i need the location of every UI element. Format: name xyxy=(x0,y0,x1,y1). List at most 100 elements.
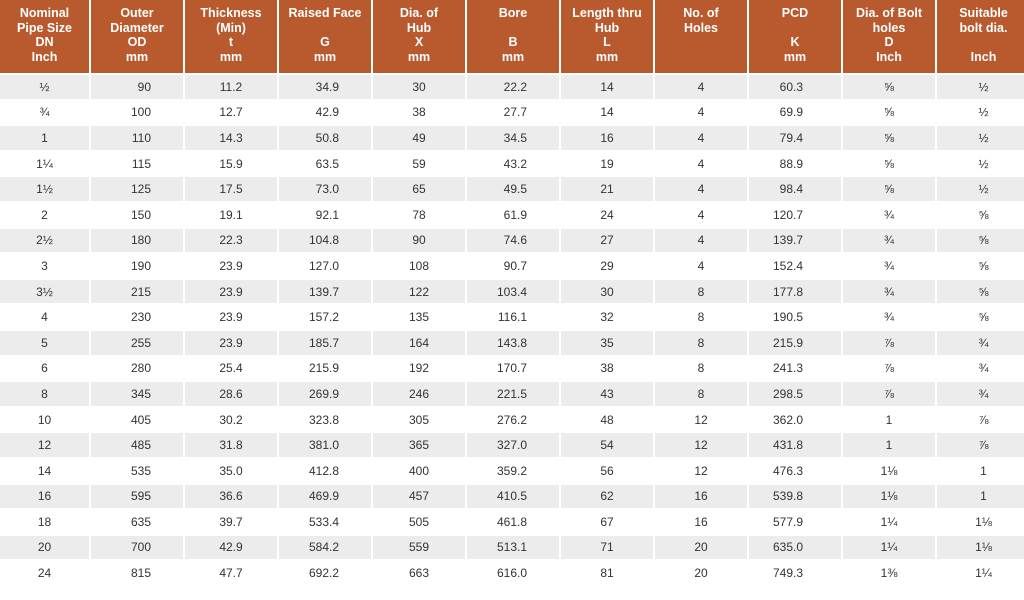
cell-thickness: 19.1 xyxy=(185,202,277,227)
cell-outer-diameter: 535 xyxy=(91,458,183,483)
cell-length-thru-hub: 56 xyxy=(561,458,653,483)
cell-nominal-pipe-size: 5 xyxy=(0,330,89,355)
cell-bore: 359.2 xyxy=(467,458,559,483)
cell-raised-face: 469.9 xyxy=(279,484,371,509)
cell-bore: 34.5 xyxy=(467,126,559,150)
table-header: Nominal Pipe Size DN Inch Outer Diameter OD mm T… xyxy=(0,0,1024,73)
cell-suitable-bolt-diameter: ¾ xyxy=(937,356,1024,381)
cell-thickness: 30.2 xyxy=(185,407,277,432)
cell-nominal-pipe-size: ½ xyxy=(0,75,89,99)
cell-bore: 616.0 xyxy=(467,561,559,585)
cell-bolt-hole-diameter: 1 xyxy=(843,407,935,432)
cell-nominal-pipe-size: 1 xyxy=(0,126,89,150)
column-header-line: Inch xyxy=(31,49,58,64)
cell-nominal-pipe-size: 3½ xyxy=(0,279,89,304)
cell-number-of-holes: 20 xyxy=(655,535,747,560)
cell-nominal-pipe-size: 4 xyxy=(0,305,89,329)
cell-bolt-hole-diameter: ⅞ xyxy=(843,330,935,355)
cell-nominal-pipe-size: 12 xyxy=(0,433,89,457)
cell-raised-face: 533.4 xyxy=(279,510,371,534)
column-header-line: mm xyxy=(783,49,807,64)
cell-suitable-bolt-diameter: ⅞ xyxy=(937,433,1024,457)
cell-hub-diameter: 122 xyxy=(373,279,465,304)
cell-nominal-pipe-size: 1¼ xyxy=(0,151,89,176)
cell-pcd: 215.9 xyxy=(749,330,841,355)
cell-pcd: 431.8 xyxy=(749,433,841,457)
cell-outer-diameter: 815 xyxy=(91,561,183,585)
column-header-line: K xyxy=(790,35,800,50)
cell-length-thru-hub: 30 xyxy=(561,279,653,304)
cell-hub-diameter: 246 xyxy=(373,382,465,406)
cell-bore: 221.5 xyxy=(467,382,559,406)
cell-pcd: 749.3 xyxy=(749,561,841,585)
cell-hub-diameter: 78 xyxy=(373,202,465,227)
cell-bore: 61.9 xyxy=(467,202,559,227)
cell-nominal-pipe-size: 10 xyxy=(0,407,89,432)
cell-pcd: 298.5 xyxy=(749,382,841,406)
cell-suitable-bolt-diameter: 1 xyxy=(937,484,1024,509)
cell-pcd: 190.5 xyxy=(749,305,841,329)
column-header-line: Bore xyxy=(498,6,528,20)
cell-outer-diameter: 215 xyxy=(91,279,183,304)
cell-bolt-hole-diameter: ⅝ xyxy=(843,151,935,176)
cell-length-thru-hub: 19 xyxy=(561,151,653,176)
column-header-line: mm xyxy=(501,49,525,64)
cell-bore: 116.1 xyxy=(467,305,559,329)
cell-raised-face: 50.8 xyxy=(279,126,371,150)
cell-number-of-holes: 4 xyxy=(655,202,747,227)
column-header-line: Length thru xyxy=(572,6,642,20)
flange-dimensions-table: Nominal Pipe Size DN Inch Outer Diameter OD mm T… xyxy=(0,0,1024,585)
cell-bore: 461.8 xyxy=(467,510,559,534)
cell-length-thru-hub: 81 xyxy=(561,561,653,585)
table-row: 20 700 42.9 584.2 559 513.1 71 20 635.0 1¼ 1⅛ xyxy=(0,535,1024,560)
cell-length-thru-hub: 32 xyxy=(561,305,653,329)
table-row: 24 815 47.7 692.2 663 616.0 81 20 749.3 1⅜ 1¼ xyxy=(0,561,1024,585)
column-header-line: Outer xyxy=(120,6,154,20)
cell-outer-diameter: 90 xyxy=(91,75,183,99)
cell-bore: 410.5 xyxy=(467,484,559,509)
cell-pcd: 69.9 xyxy=(749,100,841,125)
cell-suitable-bolt-diameter: ½ xyxy=(937,75,1024,99)
column-header-line: bolt dia. xyxy=(959,20,1008,35)
cell-bolt-hole-diameter: ¾ xyxy=(843,254,935,278)
cell-thickness: 35.0 xyxy=(185,458,277,483)
table-row: 18 635 39.7 533.4 505 461.8 67 16 577.9 1¼ 1⅛ xyxy=(0,510,1024,534)
cell-nominal-pipe-size: 14 xyxy=(0,458,89,483)
table-row: 1¼ 115 15.9 63.5 59 43.2 19 4 88.9 ⅝ ½ xyxy=(0,151,1024,176)
cell-pcd: 88.9 xyxy=(749,151,841,176)
column-header-line: Holes xyxy=(683,20,719,35)
cell-suitable-bolt-diameter: ½ xyxy=(937,126,1024,150)
cell-bolt-hole-diameter: ⅝ xyxy=(843,177,935,201)
cell-number-of-holes: 4 xyxy=(655,151,747,176)
column-header-line: X xyxy=(414,35,424,50)
cell-length-thru-hub: 27 xyxy=(561,228,653,253)
cell-bolt-hole-diameter: ⅝ xyxy=(843,126,935,150)
cell-length-thru-hub: 38 xyxy=(561,356,653,381)
column-header-line: No. of xyxy=(683,6,719,20)
cell-number-of-holes: 8 xyxy=(655,330,747,355)
cell-raised-face: 73.0 xyxy=(279,177,371,201)
column-header-line xyxy=(281,21,369,36)
column-header-line: (Min) xyxy=(216,20,246,35)
cell-pcd: 539.8 xyxy=(749,484,841,509)
column-header-suitable-bolt-diameter: Suitable bolt dia. Inch xyxy=(937,0,1024,73)
table-row: 6 280 25.4 215.9 192 170.7 38 8 241.3 ⅞ ¾ xyxy=(0,356,1024,381)
cell-raised-face: 185.7 xyxy=(279,330,371,355)
cell-nominal-pipe-size: 1½ xyxy=(0,177,89,201)
header-row: Nominal Pipe Size DN Inch Outer Diameter OD mm T… xyxy=(0,0,1024,73)
cell-thickness: 14.3 xyxy=(185,126,277,150)
cell-nominal-pipe-size: 8 xyxy=(0,382,89,406)
cell-bolt-hole-diameter: 1⅜ xyxy=(843,561,935,585)
cell-thickness: 23.9 xyxy=(185,330,277,355)
cell-raised-face: 323.8 xyxy=(279,407,371,432)
cell-nominal-pipe-size: 24 xyxy=(0,561,89,585)
cell-suitable-bolt-diameter: 1⅛ xyxy=(937,535,1024,560)
column-header-line: Raised Face xyxy=(288,6,362,20)
cell-length-thru-hub: 14 xyxy=(561,75,653,99)
cell-thickness: 36.6 xyxy=(185,484,277,509)
column-header-line: mm xyxy=(313,49,337,64)
cell-raised-face: 92.1 xyxy=(279,202,371,227)
cell-pcd: 152.4 xyxy=(749,254,841,278)
cell-raised-face: 104.8 xyxy=(279,228,371,253)
